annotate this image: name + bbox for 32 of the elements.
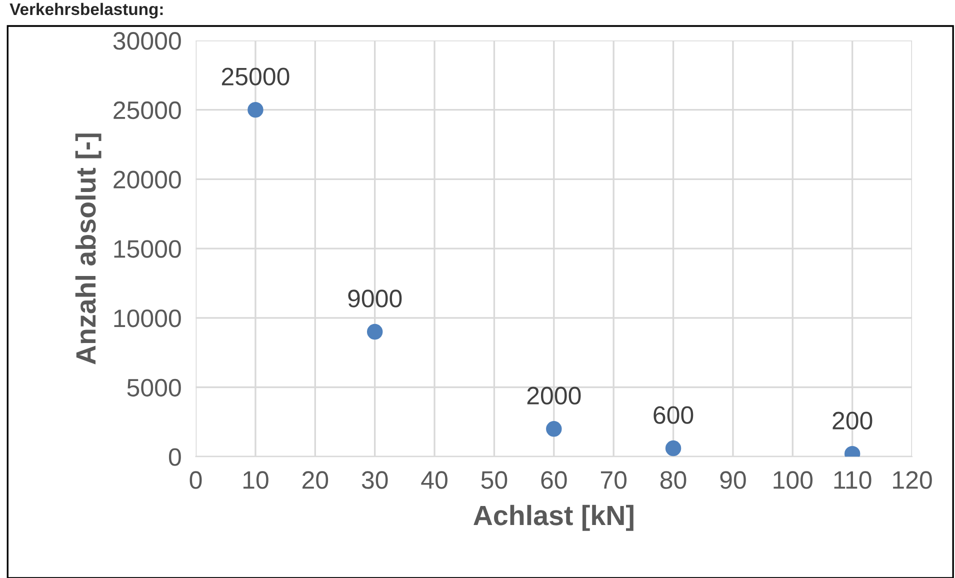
data-label: 2000 [527,386,581,404]
point [546,421,562,437]
point [366,324,383,340]
x-tick-label: 80 [660,471,686,489]
x-tick-label: 120 [893,471,932,489]
data-label: 600 [654,406,694,424]
y-tick-label: 0 [168,448,181,466]
x-tick-label: 100 [774,471,813,489]
chart-title: Verkehrsbelastung: [10,2,163,18]
x-tick-label: 40 [421,471,448,489]
point [665,440,682,456]
x-tick-label: 70 [600,471,627,489]
y-tick-label: 15000 [114,240,181,258]
y-tick-label: 5000 [127,378,181,397]
x-tick-label: 20 [302,471,328,489]
y-axis-title: Anzahl absolut [-] [75,134,102,364]
point [248,102,264,118]
x-tick-label: 10 [243,471,268,489]
y-tick-label: 25000 [114,101,181,120]
x-tick-label: 0 [190,471,202,489]
x-axis-title: Achlast [kN] [474,504,634,531]
x-tick-label: 90 [720,471,746,489]
y-tick-label: 10000 [114,310,181,328]
data-label: 9000 [348,290,402,308]
y-tick-label: 30000 [113,32,181,50]
data-label: 25000 [222,68,290,86]
y-tick-label: 20000 [114,170,181,188]
x-tick-label: 60 [541,471,567,489]
x-tick-label: 30 [362,471,388,489]
data-label: 200 [832,412,872,430]
x-tick-label: 110 [834,471,872,489]
x-tick-label: 50 [481,471,508,489]
